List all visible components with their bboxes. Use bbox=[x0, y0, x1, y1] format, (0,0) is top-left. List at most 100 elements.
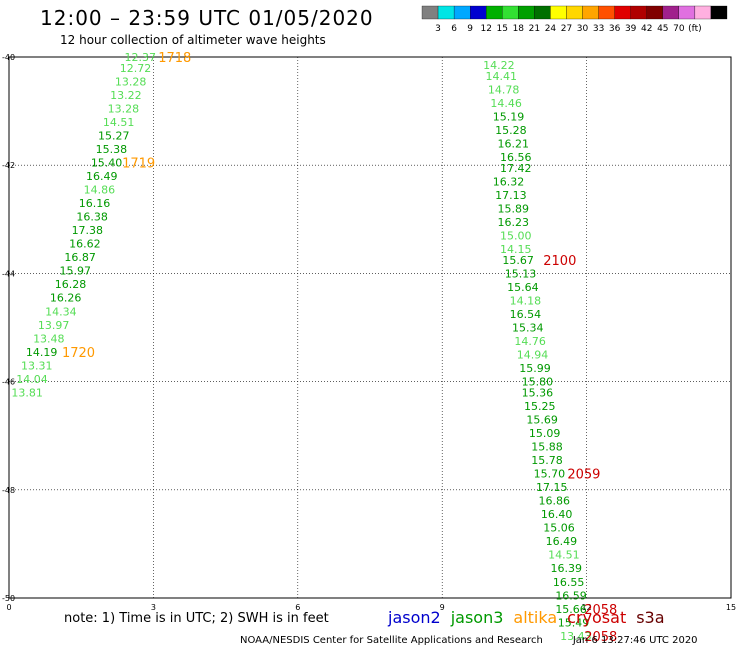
colorbar-swatch bbox=[646, 5, 663, 20]
pass-time-label: 1720 bbox=[62, 346, 95, 361]
wave-height-label: 13.43 bbox=[560, 630, 592, 643]
wave-height-label: 16.87 bbox=[64, 251, 96, 264]
wave-height-label: 16.55 bbox=[553, 576, 585, 589]
data-points: 12.3712.7213.2813.2213.2814.5115.2715.38… bbox=[11, 51, 591, 643]
wave-height-label: 12.37 bbox=[125, 51, 156, 64]
colorbar-swatch bbox=[566, 5, 583, 20]
wave-height-label: 15.34 bbox=[512, 322, 544, 335]
y-tick-label: -40 bbox=[2, 53, 15, 62]
colorbar-swatch bbox=[710, 5, 728, 20]
wave-height-label: 14.04 bbox=[16, 373, 48, 386]
wave-height-label: 13.48 bbox=[33, 332, 65, 345]
colorbar-swatch bbox=[421, 5, 439, 20]
colorbar-label: 27 bbox=[561, 24, 572, 34]
wave-height-label: 15.66 bbox=[555, 603, 587, 616]
wave-height-label: 15.27 bbox=[98, 129, 129, 142]
legend-altika: altika bbox=[513, 608, 558, 627]
wave-height-label: 16.62 bbox=[69, 238, 101, 251]
wave-height-label: 14.51 bbox=[548, 549, 580, 562]
footer-timestamp: Jan 6 13:27:46 UTC 2020 bbox=[572, 635, 698, 646]
wave-height-label: 14.18 bbox=[510, 294, 542, 307]
colorbar-swatch bbox=[437, 5, 455, 20]
footer: NOAA/NESDIS Center for Satellite Applica… bbox=[240, 635, 728, 646]
pass-time-label: 1719 bbox=[122, 156, 155, 171]
wave-height-label: 15.67 bbox=[502, 254, 534, 267]
pass-time-label: 1718 bbox=[158, 51, 191, 66]
x-tick-label: 12 bbox=[582, 603, 592, 612]
wave-height-label: 16.21 bbox=[498, 138, 530, 151]
wave-height-label: 14.34 bbox=[45, 305, 77, 318]
wave-height-label: 15.13 bbox=[505, 267, 536, 280]
colorbar-label: 9 bbox=[467, 24, 473, 34]
legend-jason2: jason2 bbox=[388, 608, 441, 627]
wave-height-label: 17.13 bbox=[495, 189, 527, 202]
wave-height-label: 14.76 bbox=[514, 335, 546, 348]
wave-height-label: 16.23 bbox=[498, 216, 530, 229]
wave-height-label: 13.97 bbox=[38, 319, 70, 332]
colorbar-label: 36 bbox=[609, 24, 621, 34]
wave-height-label: 16.28 bbox=[55, 278, 87, 291]
x-tick-label: 6 bbox=[295, 603, 300, 612]
pass-time-label: 2058 bbox=[584, 630, 617, 645]
colorbar-label: 24 bbox=[545, 24, 557, 34]
colorbar-swatch bbox=[614, 5, 631, 20]
colorbar-label: 39 bbox=[625, 24, 637, 34]
wave-height-label: 16.86 bbox=[538, 495, 570, 508]
color-bar: 3 6 9 12 15 18 21 24 27 30 33 36 39 42 45 70 (ft) bbox=[421, 5, 728, 34]
wave-height-label: 15.99 bbox=[519, 362, 551, 375]
colorbar-swatch bbox=[470, 5, 487, 20]
wave-height-label: 16.16 bbox=[79, 197, 111, 210]
wave-height-label: 15.88 bbox=[531, 441, 563, 454]
wave-height-label: 16.40 bbox=[541, 508, 573, 521]
colorbar-label: 70 bbox=[673, 24, 685, 34]
wave-height-label: 15.89 bbox=[498, 202, 530, 215]
footnote: note: 1) Time is in UTC; 2) SWH is in fe… bbox=[64, 611, 329, 626]
wave-height-label: 14.51 bbox=[103, 116, 135, 129]
wave-height-label: 13.28 bbox=[115, 75, 147, 88]
colorbar-swatch bbox=[502, 5, 519, 20]
chart-title: 12:00 – 23:59 UTC 01/05/2020 bbox=[40, 6, 374, 30]
wave-height-label: 15.70 bbox=[534, 468, 566, 481]
wave-height-label: 15.00 bbox=[500, 230, 531, 243]
wave-height-label: 14.41 bbox=[486, 70, 518, 83]
wave-height-label: 15.80 bbox=[522, 376, 554, 389]
wave-height-label: 15.06 bbox=[543, 522, 575, 535]
wave-height-label: 14.22 bbox=[483, 59, 515, 72]
pass-time-label: 2059 bbox=[567, 468, 600, 483]
wave-height-label: 15.36 bbox=[522, 386, 554, 399]
wave-height-label: 15.40 bbox=[91, 156, 123, 169]
wave-height-label: 16.39 bbox=[551, 562, 583, 575]
wave-height-label: 13.31 bbox=[21, 359, 53, 372]
wave-height-label: 16.38 bbox=[76, 211, 108, 224]
colorbar-label: 30 bbox=[577, 24, 589, 34]
x-tick-label: 3 bbox=[151, 603, 156, 612]
wave-height-label: 16.32 bbox=[493, 175, 525, 188]
x-tick-label: 15 bbox=[726, 603, 736, 612]
wave-height-label: 15.69 bbox=[526, 413, 558, 426]
wave-height-label: 15.19 bbox=[493, 111, 525, 124]
colorbar-label: 12 bbox=[480, 24, 491, 34]
colorbar-swatch bbox=[582, 5, 599, 20]
wave-height-label: 15.78 bbox=[531, 454, 563, 467]
colorbar-swatch bbox=[453, 5, 471, 20]
wave-height-label: 15.09 bbox=[529, 427, 561, 440]
legend-jason3: jason3 bbox=[450, 608, 504, 627]
wave-height-label: 15.64 bbox=[507, 281, 539, 294]
y-tick-label: -50 bbox=[2, 594, 15, 603]
colorbar-swatch bbox=[598, 5, 615, 20]
wave-height-label: 15.97 bbox=[60, 265, 92, 278]
colorbar-swatch bbox=[534, 5, 551, 20]
plot-frame bbox=[8, 56, 732, 599]
x-tick-label: 9 bbox=[440, 603, 445, 612]
footer-credit: NOAA/NESDIS Center for Satellite Applica… bbox=[240, 635, 543, 646]
wave-height-label: 16.56 bbox=[500, 151, 531, 164]
wave-height-label: 13.81 bbox=[11, 386, 43, 399]
wave-height-label: 15.49 bbox=[558, 616, 590, 629]
wave-height-label: 14.86 bbox=[84, 184, 116, 197]
wave-height-label: 17.42 bbox=[500, 162, 531, 175]
colorbar-label: 3 bbox=[435, 24, 441, 34]
colorbar-label: 33 bbox=[593, 24, 604, 34]
wave-height-label: 14.78 bbox=[488, 83, 519, 96]
wave-height-label: 14.15 bbox=[500, 243, 531, 256]
